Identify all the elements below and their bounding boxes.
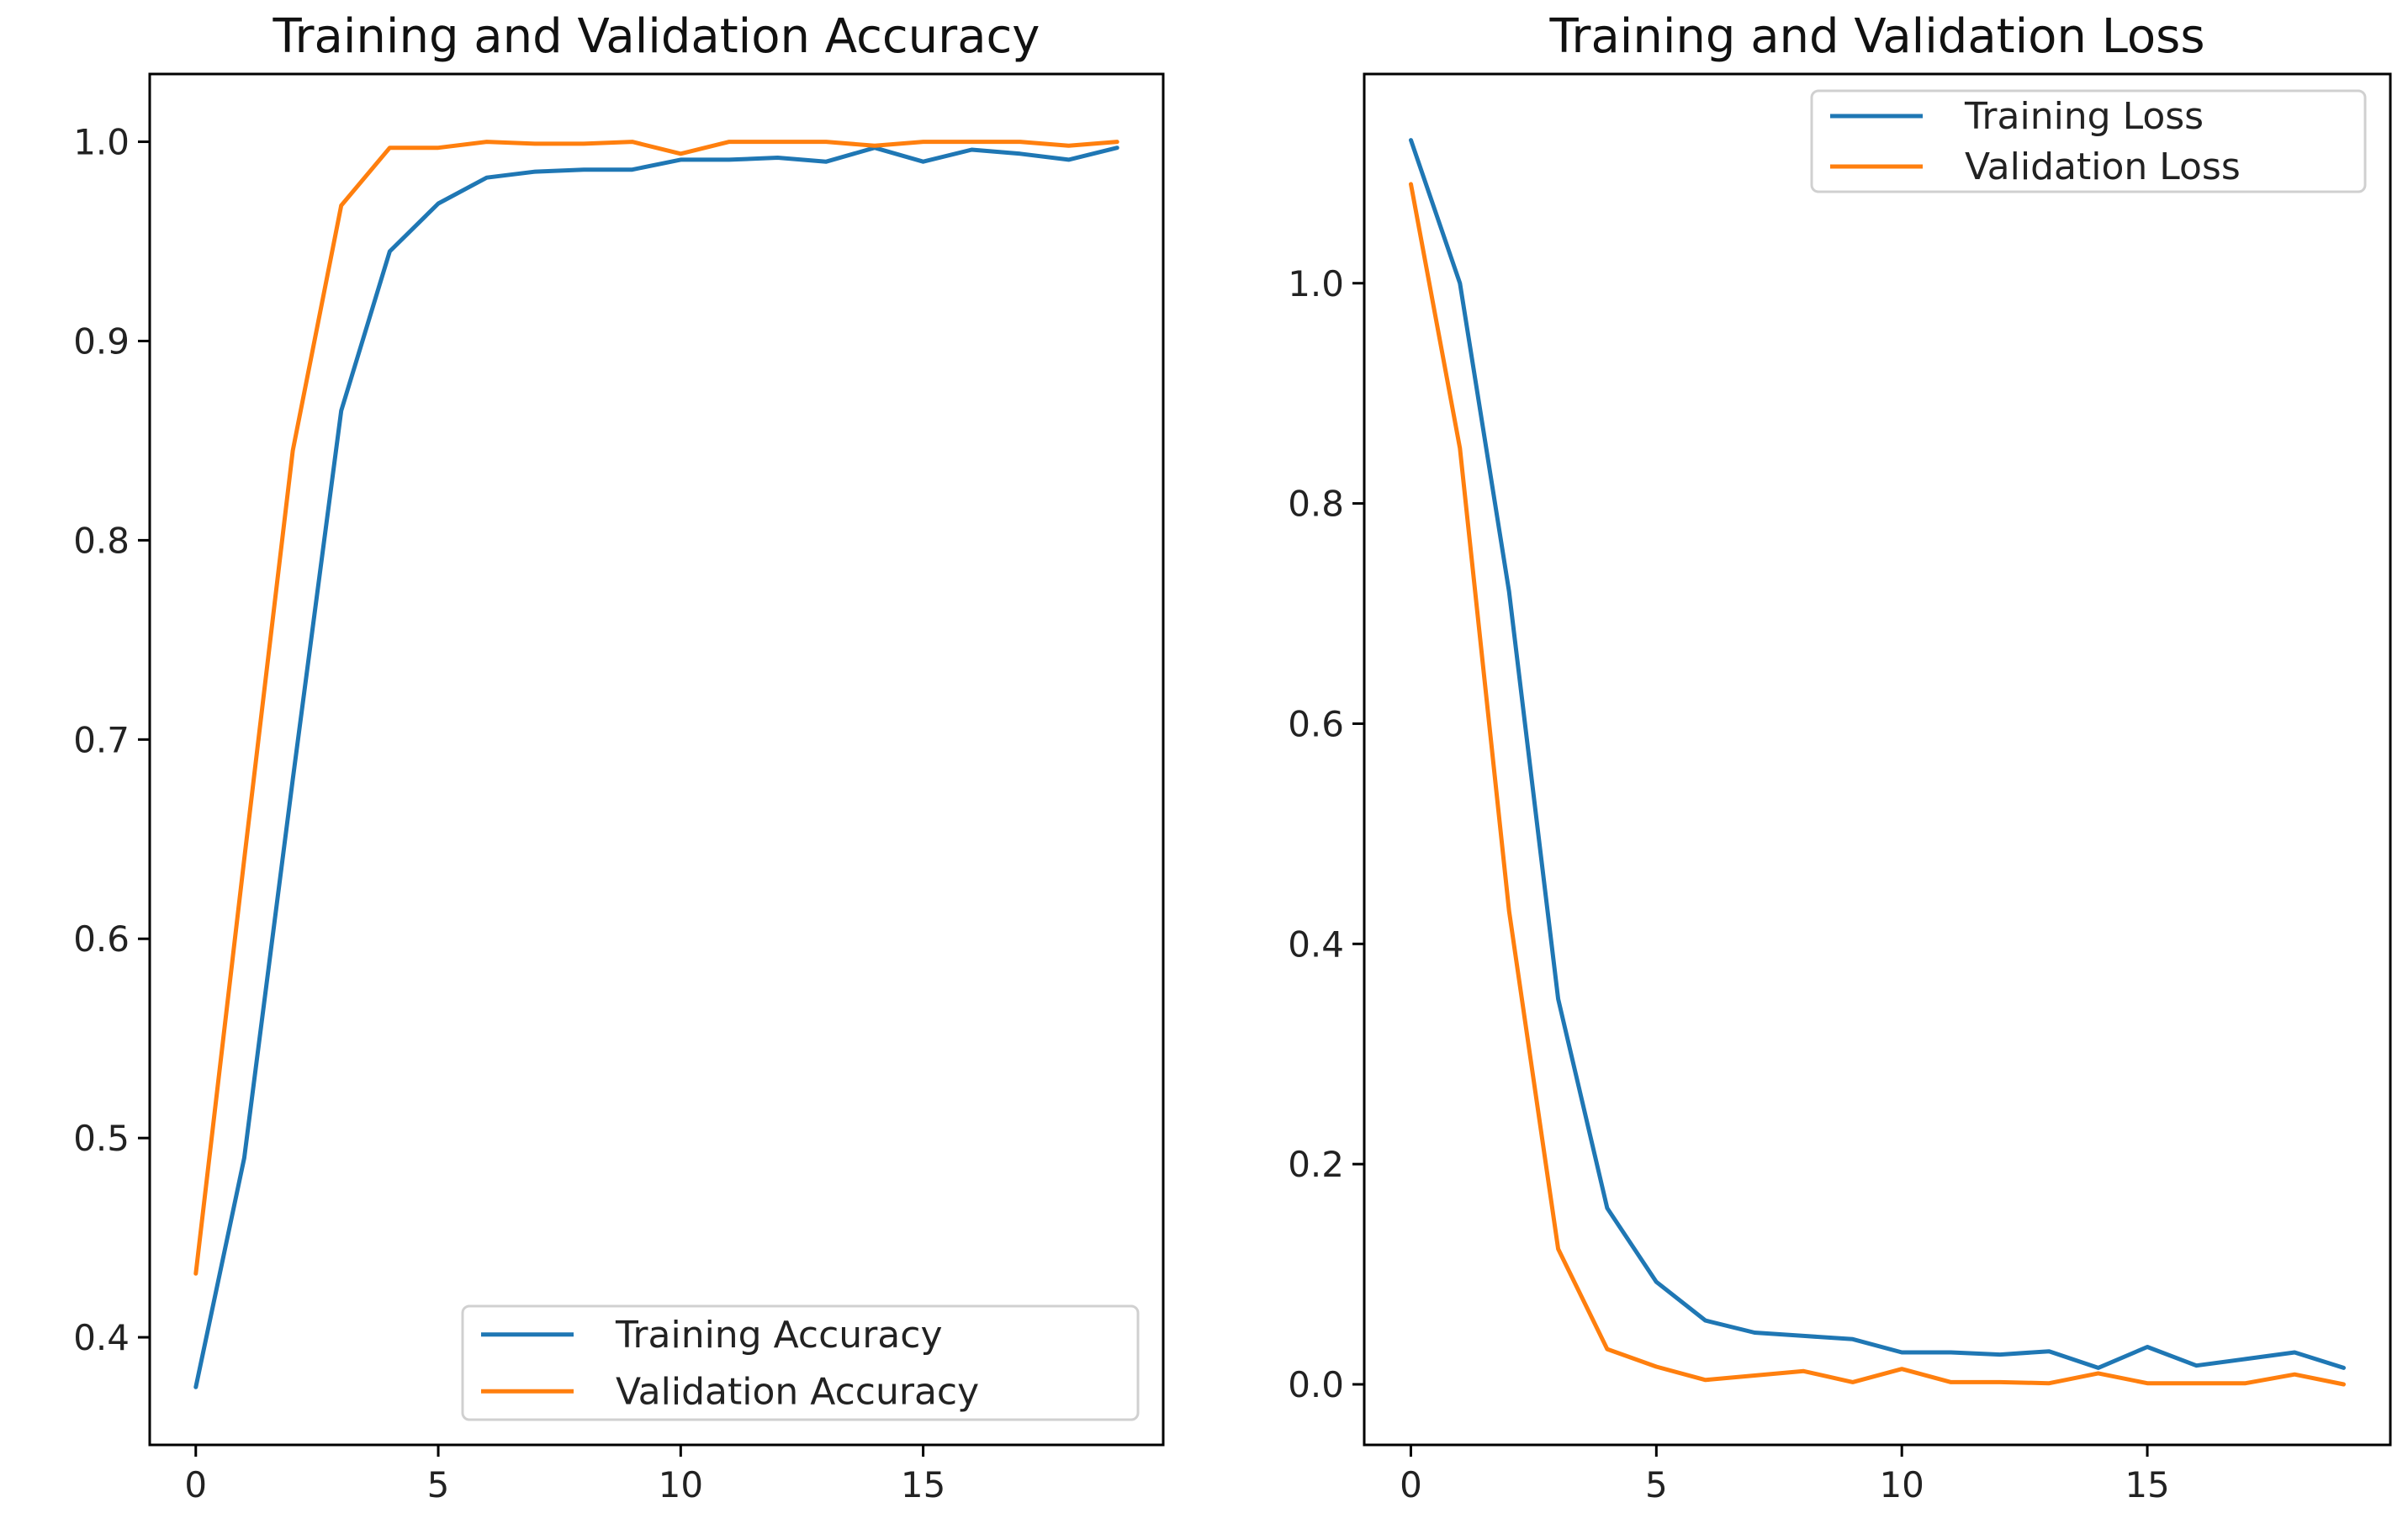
y-tick-label: 0.5 [73, 1118, 130, 1159]
axes-frame [1363, 72, 2392, 1447]
series-line-validation-accuracy [193, 140, 1119, 1276]
y-tick-label: 0.7 [73, 719, 130, 760]
y-tick-label: 0.6 [73, 918, 130, 960]
legend-label: Training Loss [1964, 95, 2204, 138]
x-tick-label: 5 [1645, 1464, 1668, 1505]
legend: Training Loss Validation Loss [1810, 89, 2367, 193]
legend: Training Accuracy Validation Accuracy [461, 1304, 1140, 1421]
series-line-training-loss [1409, 138, 2346, 1370]
y-tick-label: 0.4 [73, 1317, 130, 1358]
legend-label: Validation Loss [1965, 145, 2241, 188]
x-tick-label: 10 [659, 1464, 703, 1505]
y-tick-label: 0.6 [1288, 703, 1344, 744]
axes-frame [148, 72, 1165, 1447]
chart-title: Training and Validation Accuracy [273, 9, 1040, 64]
y-tick-label: 1.0 [73, 122, 130, 163]
y-tick-label: 0.9 [73, 320, 130, 362]
x-tick-label: 0 [184, 1464, 207, 1505]
y-tick-label: 0.2 [1288, 1144, 1344, 1185]
x-tick-label: 15 [2125, 1464, 2169, 1505]
x-tick-label: 15 [901, 1464, 945, 1505]
y-tick-label: 0.8 [73, 520, 130, 561]
x-tick-label: 10 [1879, 1464, 1924, 1505]
x-tick-label: 0 [1400, 1464, 1422, 1505]
legend-box [1810, 89, 2367, 193]
series-line-validation-loss [1409, 182, 2346, 1387]
x-tick-label: 5 [427, 1464, 450, 1505]
loss-chart: Training and Validation Loss 0.0 0.2 0.4 0.6… [1288, 9, 2392, 1505]
legend-box [461, 1304, 1140, 1421]
accuracy-chart: Training and Validation Accuracy 0.4 0.5 0.… [73, 9, 1165, 1505]
chart-title: Training and Validation Loss [1548, 9, 2204, 64]
legend-label: Validation Accuracy [616, 1370, 979, 1413]
y-tick-label: 0.8 [1288, 484, 1344, 525]
legend-label: Training Accuracy [615, 1314, 942, 1357]
y-tick-label: 0.4 [1288, 923, 1344, 965]
series-line-training-accuracy [193, 145, 1119, 1389]
y-tick-label: 1.0 [1288, 263, 1344, 304]
y-tick-label: 0.0 [1288, 1364, 1344, 1405]
